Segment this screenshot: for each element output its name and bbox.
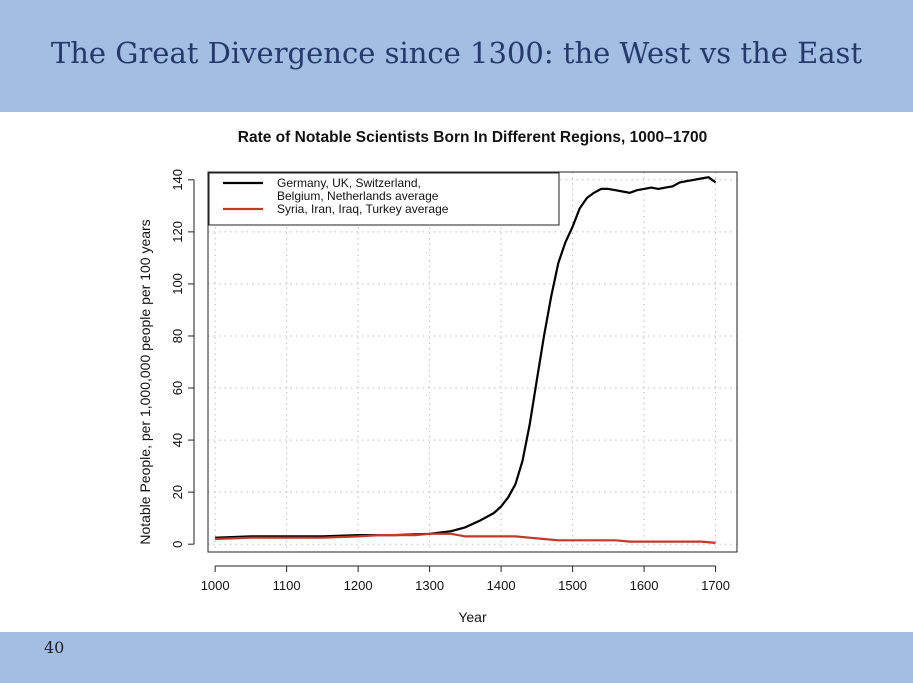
y-tick-label: 40 <box>170 433 185 447</box>
y-tick-label: 120 <box>170 221 185 243</box>
series-line-middle-east <box>215 532 716 544</box>
legend-label-europe: Germany, UK, Switzerland, <box>277 176 421 190</box>
y-tick-label: 100 <box>170 273 185 295</box>
x-tick-label: 1100 <box>273 578 301 593</box>
legend-label-middle-east: Syria, Iran, Iraq, Turkey average <box>277 202 449 216</box>
chart-title: Rate of Notable Scientists Born In Diffe… <box>238 129 707 146</box>
x-tick-label: 1600 <box>630 578 659 593</box>
x-tick-label: 1400 <box>487 578 516 593</box>
x-tick-label: 1300 <box>415 578 444 593</box>
y-tick-label: 140 <box>170 169 185 191</box>
x-axis-label: Year <box>458 609 487 625</box>
x-tick-label: 1500 <box>558 578 587 593</box>
plot-frame <box>207 171 738 553</box>
y-tick-label: 20 <box>170 485 185 499</box>
chart: Rate of Notable Scientists Born In Diffe… <box>137 129 738 625</box>
slide-title: The Great Divergence since 1300: the Wes… <box>50 36 863 70</box>
x-tick-label: 1700 <box>701 578 730 593</box>
y-tick-label: 0 <box>170 541 185 548</box>
y-tick-label: 80 <box>170 329 185 343</box>
slide-header-band <box>0 0 913 112</box>
legend-label-europe: Belgium, Netherlands average <box>277 189 439 203</box>
y-axis-label: Notable People, per 1,000,000 people per… <box>137 219 153 544</box>
y-tick-label: 60 <box>170 381 185 395</box>
x-tick-label: 1200 <box>344 578 373 593</box>
x-tick-label: 1000 <box>201 578 230 593</box>
slide-footer-band <box>0 632 913 683</box>
page-number: 40 <box>44 638 65 657</box>
series-line-europe <box>215 176 717 539</box>
legend-box <box>208 172 560 226</box>
